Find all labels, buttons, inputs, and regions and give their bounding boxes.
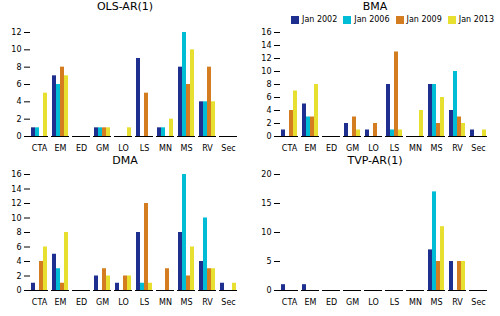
svg-text:ED: ED	[326, 144, 337, 153]
svg-text:20: 20	[261, 170, 271, 179]
svg-text:16: 16	[261, 28, 271, 37]
svg-text:CTA: CTA	[282, 144, 298, 153]
svg-text:8: 8	[16, 63, 21, 72]
svg-text:LS: LS	[140, 298, 150, 307]
svg-text:0: 0	[266, 286, 271, 295]
svg-text:MN: MN	[159, 144, 172, 153]
svg-text:12: 12	[11, 28, 21, 37]
svg-text:EM: EM	[305, 144, 317, 153]
svg-text:Sec: Sec	[471, 298, 485, 307]
svg-text:CTA: CTA	[32, 298, 48, 307]
html-text:DMA: DMA	[112, 154, 138, 167]
svg-text:Sec: Sec	[471, 144, 485, 153]
html-text:BMA: BMA	[362, 0, 388, 13]
svg-text:6: 6	[16, 243, 21, 252]
svg-text:CTA: CTA	[282, 298, 298, 307]
svg-text:LO: LO	[368, 144, 378, 153]
svg-text:LO: LO	[118, 298, 128, 307]
html-text:Jan 2006: Jan 2006	[354, 15, 390, 24]
svg-text:12: 12	[11, 199, 21, 208]
svg-text:0: 0	[16, 132, 21, 141]
svg-text:8: 8	[266, 80, 271, 89]
svg-text:MS: MS	[181, 144, 193, 153]
svg-text:2: 2	[266, 119, 271, 128]
svg-text:RV: RV	[202, 144, 213, 153]
svg-text:Sec: Sec	[221, 298, 235, 307]
svg-text:8: 8	[16, 228, 21, 237]
svg-text:MS: MS	[431, 144, 443, 153]
svg-text:LO: LO	[118, 144, 128, 153]
svg-text:Sec: Sec	[221, 144, 235, 153]
svg-text:4: 4	[16, 257, 21, 266]
svg-text:LS: LS	[390, 298, 400, 307]
svg-text:14: 14	[261, 41, 271, 50]
svg-text:GM: GM	[346, 144, 359, 153]
svg-text:4: 4	[16, 97, 21, 106]
svg-text:ED: ED	[76, 144, 87, 153]
svg-text:15: 15	[261, 199, 271, 208]
svg-text:MS: MS	[431, 298, 443, 307]
svg-text:6: 6	[16, 80, 21, 89]
svg-text:LS: LS	[140, 144, 150, 153]
svg-text:GM: GM	[346, 298, 359, 307]
svg-text:5: 5	[266, 257, 271, 266]
svg-text:10: 10	[11, 45, 21, 54]
svg-text:2: 2	[16, 115, 21, 124]
html-text:OLS-AR(1): OLS-AR(1)	[96, 0, 154, 13]
html-text:Jan 2013: Jan 2013	[458, 15, 494, 24]
svg-text:EM: EM	[55, 144, 67, 153]
svg-text:LO: LO	[368, 298, 378, 307]
svg-text:RV: RV	[452, 144, 463, 153]
svg-text:14: 14	[11, 185, 21, 194]
html-text:Jan 2002: Jan 2002	[302, 15, 338, 24]
svg-text:MN: MN	[409, 144, 422, 153]
svg-text:MS: MS	[181, 298, 193, 307]
svg-text:12: 12	[261, 54, 271, 63]
svg-text:GM: GM	[96, 298, 109, 307]
svg-text:0: 0	[266, 132, 271, 141]
svg-text:MN: MN	[159, 298, 172, 307]
html-text:TVP-AR(1): TVP-AR(1)	[347, 154, 403, 167]
svg-text:RV: RV	[452, 298, 463, 307]
svg-text:0: 0	[16, 286, 21, 295]
svg-text:EM: EM	[305, 298, 317, 307]
svg-text:10: 10	[11, 214, 21, 223]
svg-text:10: 10	[261, 228, 271, 237]
svg-text:MN: MN	[409, 298, 422, 307]
svg-text:4: 4	[266, 106, 271, 115]
svg-text:RV: RV	[202, 298, 213, 307]
html-text:Jan 2009: Jan 2009	[406, 15, 442, 24]
svg-text:GM: GM	[96, 144, 109, 153]
svg-text:CTA: CTA	[32, 144, 48, 153]
svg-text:ED: ED	[326, 298, 337, 307]
svg-text:16: 16	[11, 170, 21, 179]
svg-text:LS: LS	[390, 144, 400, 153]
svg-text:6: 6	[266, 93, 271, 102]
svg-text:EM: EM	[55, 298, 67, 307]
svg-text:10: 10	[261, 67, 271, 76]
svg-text:2: 2	[16, 272, 21, 281]
svg-text:ED: ED	[76, 298, 87, 307]
